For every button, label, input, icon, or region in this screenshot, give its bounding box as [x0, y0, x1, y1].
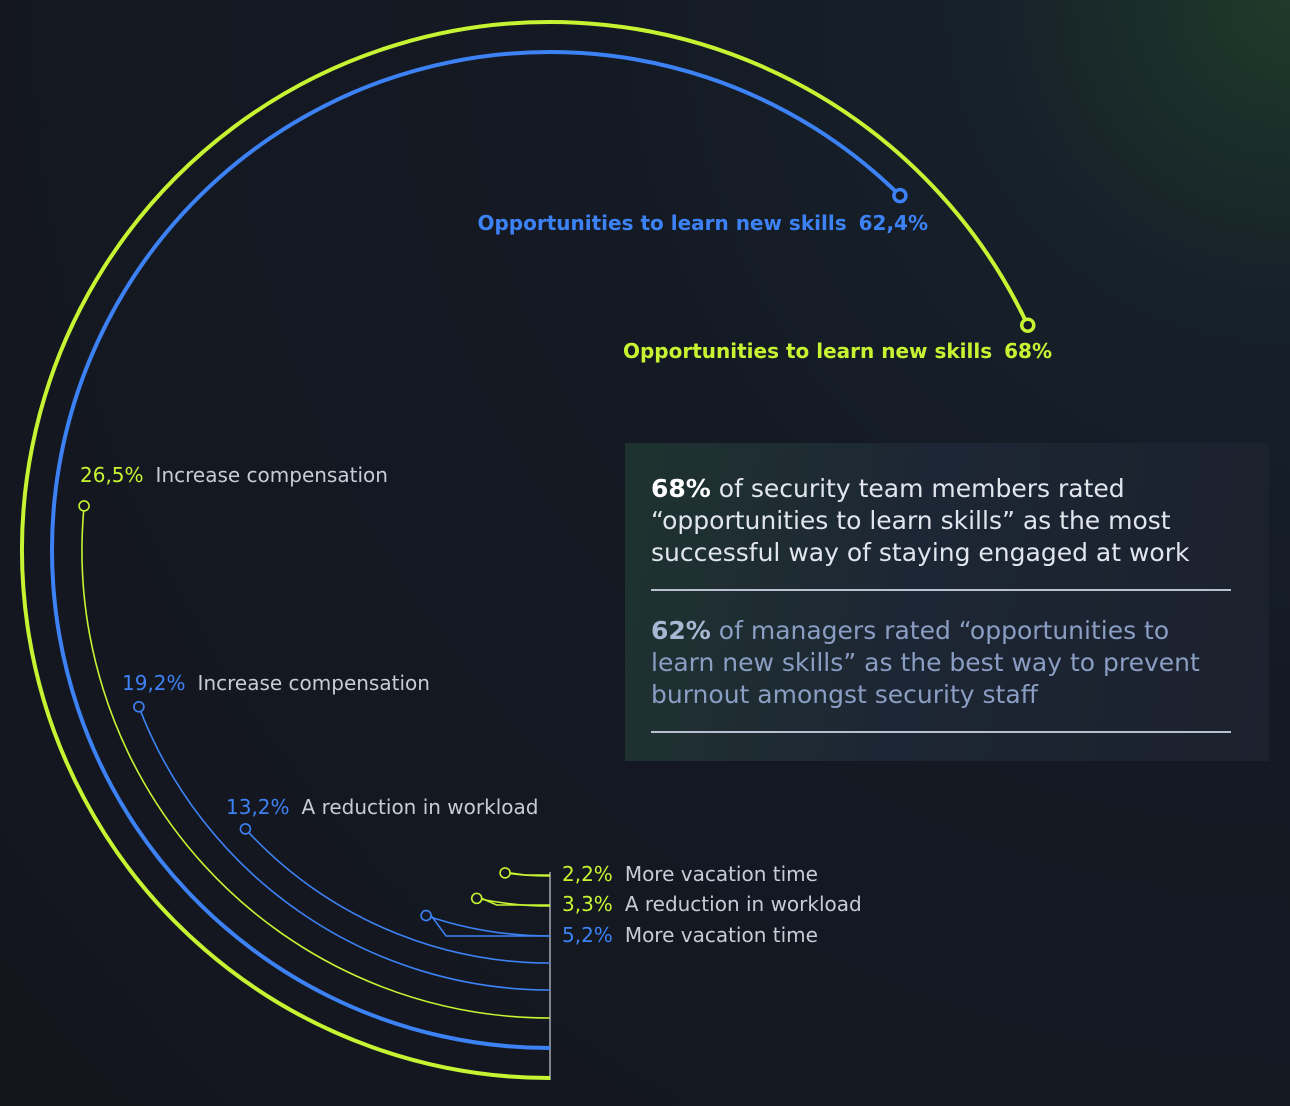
- arc-end: [78, 500, 90, 512]
- arc-bar: [138, 706, 551, 991]
- bar-value: 2,2%: [562, 862, 613, 886]
- bar-value: 68%: [1004, 339, 1052, 363]
- connector: [481, 897, 550, 906]
- bar-label: 5,2% More vacation time: [562, 923, 818, 947]
- arc-end: [1019, 317, 1036, 333]
- arc-bar: [244, 828, 551, 964]
- bar-label: 2,2% More vacation time: [562, 862, 818, 886]
- bar-name: Increase compensation: [156, 463, 388, 487]
- bar-name: A reduction in workload: [302, 795, 539, 819]
- arc-end: [499, 867, 511, 879]
- bar-label: 19,2% Increase compensation: [122, 671, 430, 695]
- bar-label: Opportunities to learn new skills 68%: [623, 339, 1052, 363]
- bar-name: More vacation time: [625, 923, 818, 947]
- statement-text: of managers rated “opportunities to lear…: [651, 616, 1200, 709]
- bar-name: A reduction in workload: [625, 892, 862, 916]
- arc-end: [470, 892, 483, 905]
- statement: 68% of security team members rated “oppo…: [651, 473, 1231, 591]
- statement-text: of security team members rated “opportun…: [651, 474, 1190, 567]
- bar-name: Opportunities to learn new skills: [477, 211, 846, 235]
- bar-name: More vacation time: [625, 862, 818, 886]
- bar-name: Opportunities to learn new skills: [623, 339, 992, 363]
- bar-value: 13,2%: [226, 795, 290, 819]
- statement-highlight: 62%: [651, 616, 711, 645]
- arc-bar: [50, 50, 902, 1050]
- arc-bar: [81, 505, 551, 1019]
- bar-label: Opportunities to learn new skills 62,4%: [477, 211, 928, 235]
- bar-label: 3,3% A reduction in workload: [562, 892, 862, 916]
- bar-value: 62,4%: [859, 211, 928, 235]
- statement-highlight: 68%: [651, 474, 711, 503]
- statement: 62% of managers rated “opportunities to …: [651, 615, 1231, 733]
- bar-value: 5,2%: [562, 923, 613, 947]
- connector: [509, 872, 550, 876]
- arc-end: [239, 823, 252, 835]
- bar-value: 26,5%: [80, 463, 144, 487]
- arc-bar: [20, 20, 1030, 1080]
- bar-value: 3,3%: [562, 892, 613, 916]
- arc-end: [133, 701, 145, 713]
- bar-name: Increase compensation: [198, 671, 430, 695]
- arc-end: [892, 187, 908, 204]
- arc-end: [420, 909, 432, 922]
- bar-value: 19,2%: [122, 671, 186, 695]
- bar-label: 13,2% A reduction in workload: [226, 795, 538, 819]
- callout: 68% of security team members rated “oppo…: [625, 443, 1269, 761]
- connector: [430, 915, 550, 937]
- bar-label: 26,5% Increase compensation: [80, 463, 388, 487]
